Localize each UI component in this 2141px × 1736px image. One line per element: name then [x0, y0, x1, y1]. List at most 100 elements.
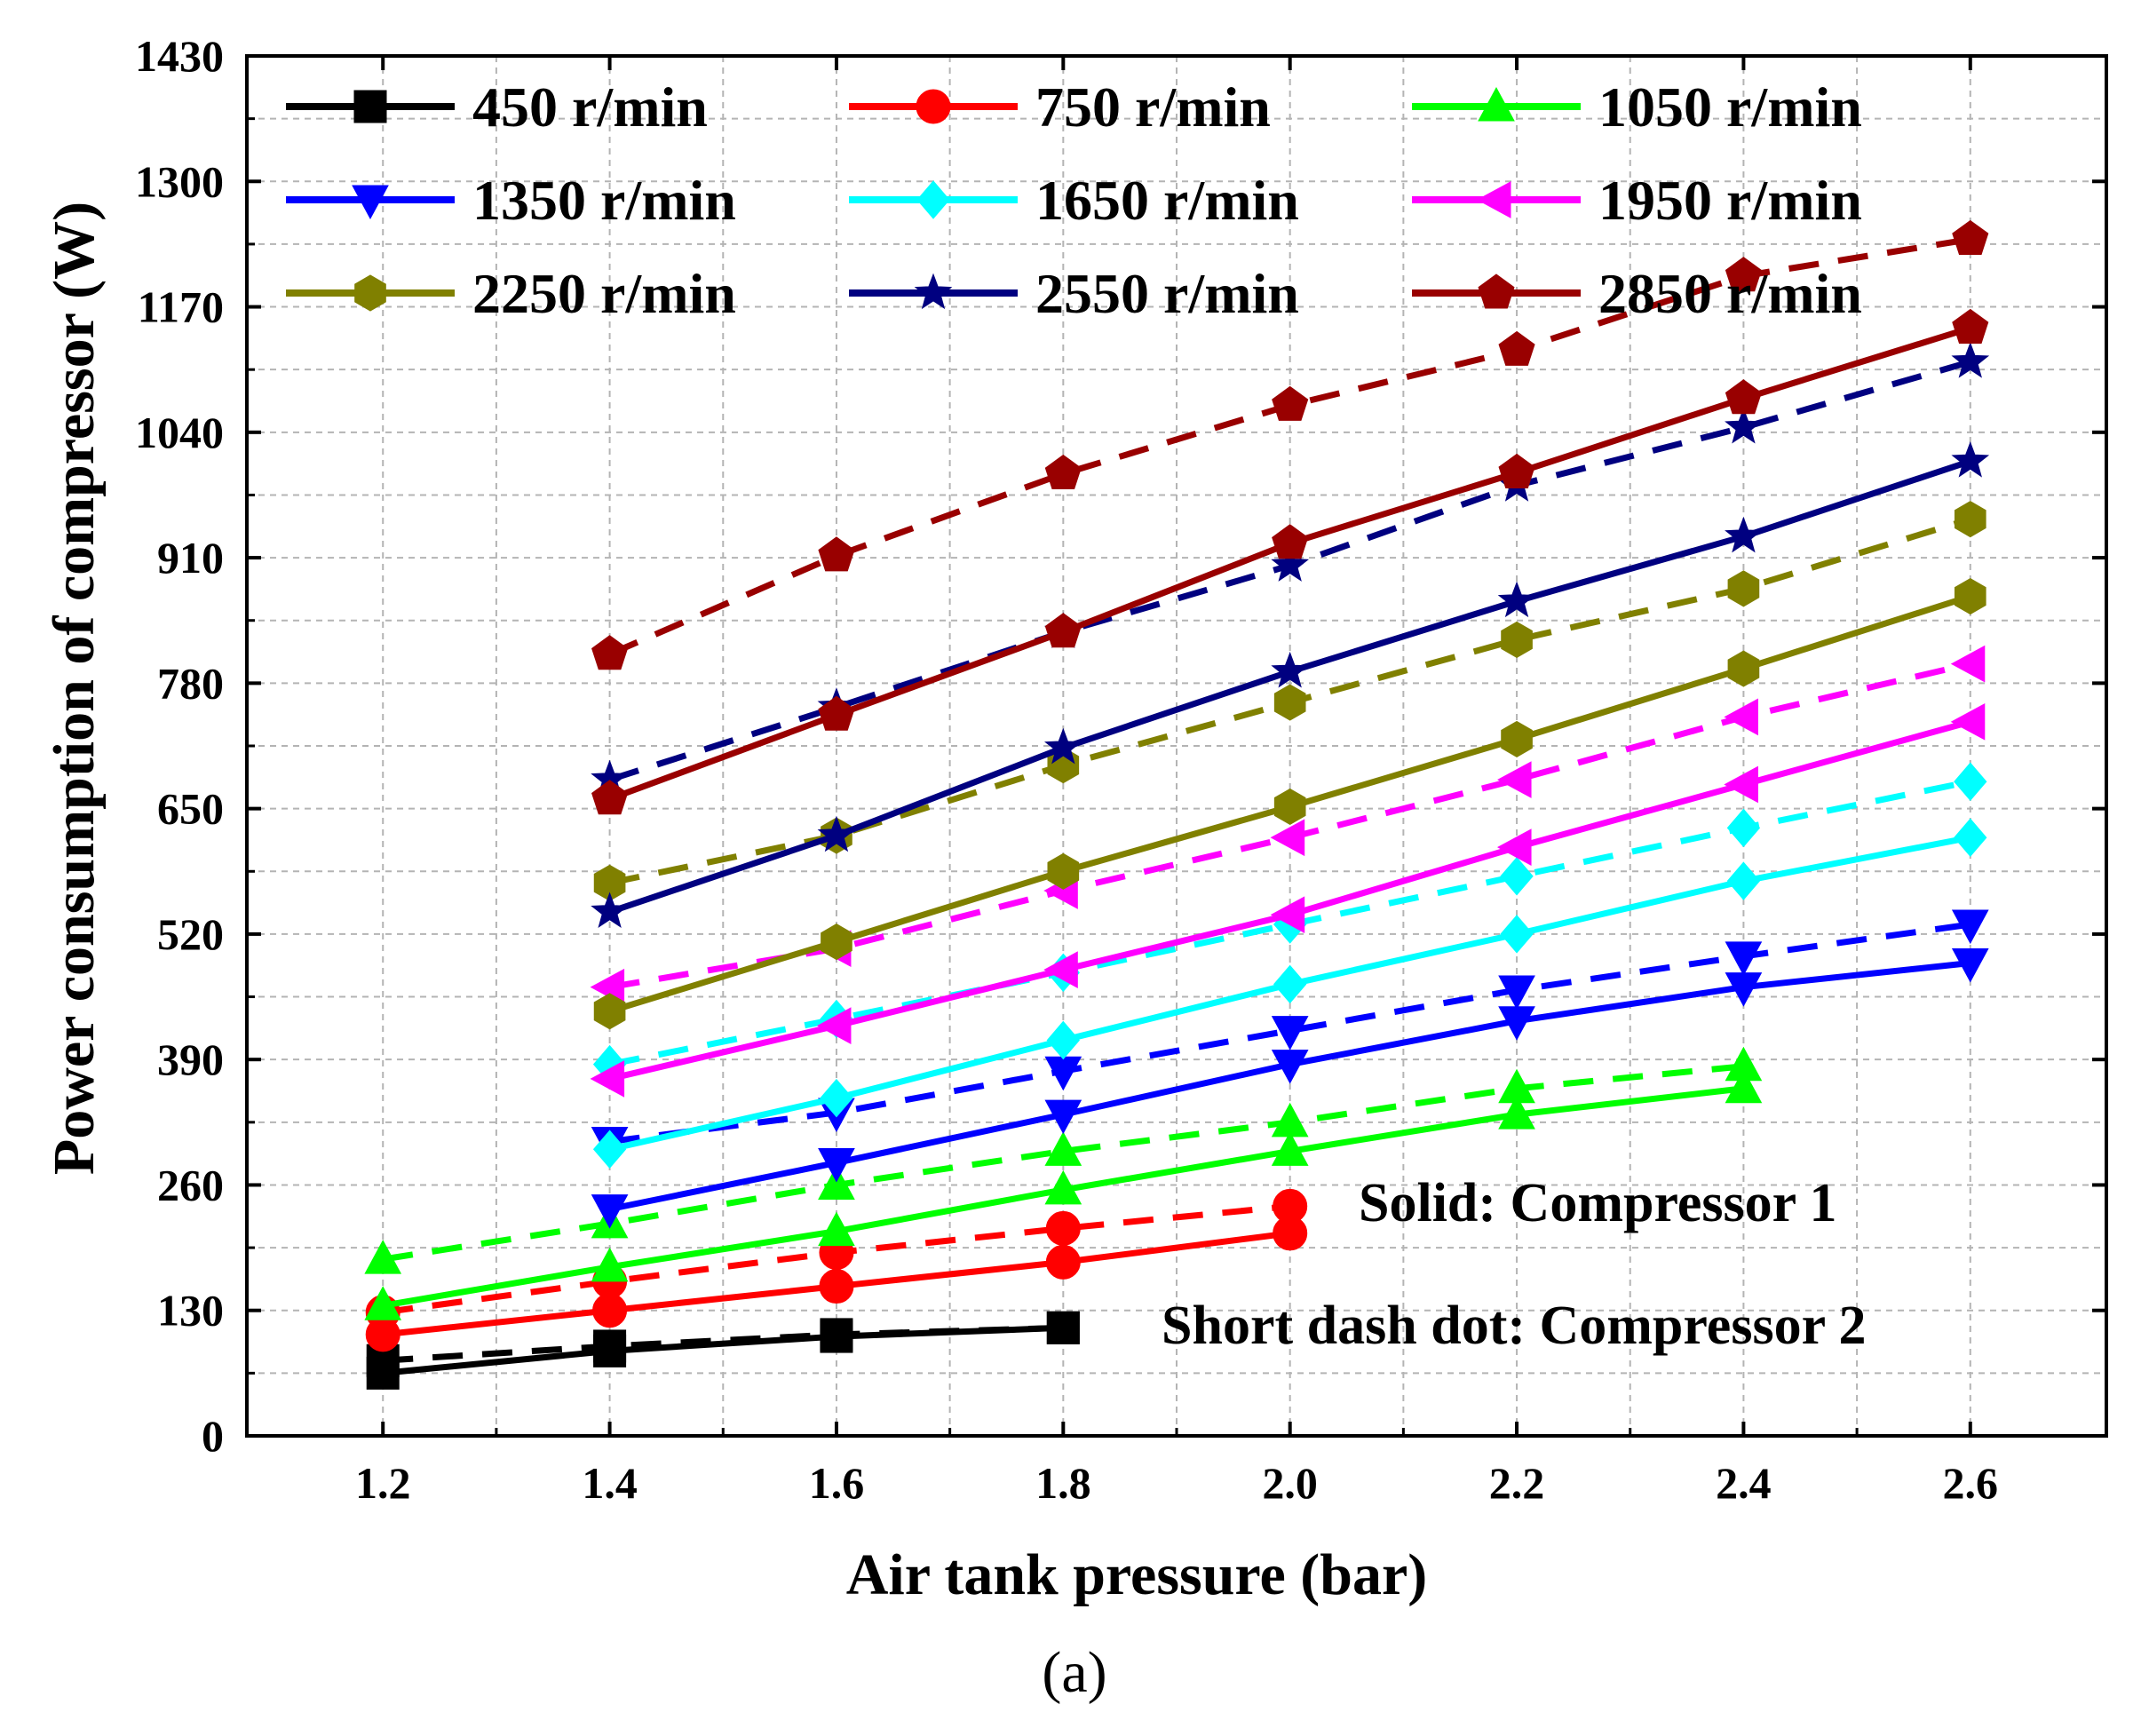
- data-point: [1725, 1068, 1763, 1104]
- data-point: [1951, 342, 1990, 378]
- data-point: [592, 1293, 628, 1328]
- data-point: [590, 1060, 625, 1098]
- series-group: [366, 1311, 1080, 1390]
- data-point: [1046, 1020, 1080, 1060]
- legend-marker: [1476, 181, 1511, 218]
- data-point: [1271, 545, 1310, 582]
- data-point: [1043, 727, 1082, 765]
- legend: 450 r/min 750 r/min 1050 r/min 1350 r/min 16…: [286, 75, 1862, 325]
- data-point: [1952, 308, 1989, 344]
- annotation-dash: Short dash dot: Compressor 2: [1162, 1296, 1866, 1356]
- series-layer: [364, 219, 1990, 1390]
- data-point: [1726, 808, 1761, 848]
- grid: [247, 56, 2106, 1436]
- data-point: [1043, 951, 1078, 988]
- data-point: [1045, 1244, 1081, 1280]
- data-point: [1273, 788, 1306, 826]
- data-point: [1270, 819, 1305, 857]
- y-tick-label: 0: [202, 1411, 224, 1461]
- data-point: [1501, 621, 1533, 659]
- legend-item: 2250 r/min: [286, 262, 736, 325]
- data-point: [1498, 1095, 1535, 1130]
- series-line-solid: [382, 1324, 1064, 1376]
- data-point: [820, 1078, 853, 1118]
- y-tick-label: 1040: [135, 408, 224, 457]
- data-point: [365, 1317, 400, 1352]
- x-tick-label: 2.6: [1943, 1458, 1999, 1508]
- legend-marker: [1478, 273, 1515, 309]
- data-point: [818, 695, 855, 731]
- data-point: [1044, 454, 1082, 490]
- data-point: [1271, 1131, 1309, 1166]
- data-point: [1273, 1216, 1308, 1251]
- data-point: [1045, 1210, 1081, 1246]
- legend-marker: [354, 274, 386, 312]
- data-point: [1498, 453, 1535, 488]
- data-point: [817, 815, 856, 852]
- legend-marker: [916, 89, 951, 124]
- data-point: [1725, 941, 1763, 976]
- data-point: [1726, 861, 1761, 900]
- data-point: [1501, 720, 1533, 757]
- x-tick-label: 1.2: [355, 1458, 411, 1508]
- data-point: [818, 1147, 855, 1183]
- legend-item: 1050 r/min: [1412, 75, 1862, 139]
- legend-label: 2550 r/min: [1035, 262, 1299, 325]
- legend-marker: [914, 273, 953, 310]
- x-tick-label: 2.4: [1716, 1458, 1772, 1508]
- data-point: [366, 1356, 400, 1390]
- data-point: [1270, 896, 1305, 934]
- data-point: [1498, 330, 1535, 366]
- legend-item: 1950 r/min: [1412, 169, 1862, 232]
- data-point: [1727, 570, 1760, 607]
- y-tick-label: 1300: [135, 156, 224, 206]
- legend-label: 1650 r/min: [1035, 169, 1299, 232]
- x-tick-label: 1.6: [809, 1458, 865, 1508]
- data-point: [1497, 581, 1536, 618]
- data-point: [1273, 964, 1307, 1004]
- data-point: [1725, 379, 1762, 415]
- data-point: [1047, 852, 1080, 890]
- data-point: [1271, 651, 1310, 688]
- data-point: [591, 635, 629, 670]
- y-tick-label: 1170: [138, 282, 224, 332]
- data-point: [1951, 948, 1989, 983]
- data-point: [1044, 613, 1082, 648]
- y-tick-label: 650: [157, 784, 224, 834]
- data-point: [1951, 909, 1989, 945]
- data-point: [1046, 1311, 1080, 1344]
- data-point: [1727, 650, 1760, 687]
- series-group: [364, 1046, 1763, 1320]
- x-tick-label: 1.4: [582, 1458, 638, 1508]
- legend-marker: [353, 90, 387, 123]
- y-tick-label: 520: [157, 909, 224, 959]
- data-point: [364, 1286, 402, 1320]
- data-point: [1044, 1131, 1082, 1166]
- data-point: [1044, 1169, 1082, 1205]
- data-point: [1498, 1006, 1535, 1041]
- legend-marker: [916, 180, 950, 219]
- y-tick-label: 390: [157, 1034, 224, 1084]
- x-tick-label: 2.0: [1262, 1458, 1318, 1508]
- data-point: [593, 1334, 627, 1367]
- data-point: [1952, 219, 1989, 255]
- legend-item: 2850 r/min: [1412, 262, 1862, 325]
- data-point: [1271, 1050, 1309, 1084]
- data-point: [820, 1320, 853, 1353]
- data-point: [818, 1211, 855, 1247]
- data-point: [1272, 524, 1309, 559]
- figure-caption: (a): [1042, 1640, 1106, 1705]
- data-point: [818, 536, 855, 572]
- data-point: [1500, 856, 1534, 896]
- y-tick-label: 1430: [135, 31, 224, 81]
- data-point: [1725, 407, 1763, 444]
- legend-label: 1050 r/min: [1598, 75, 1862, 139]
- data-point: [818, 1165, 855, 1200]
- data-point: [1954, 818, 1987, 858]
- data-point: [1954, 501, 1986, 538]
- data-point: [364, 1240, 402, 1274]
- data-point: [1273, 684, 1306, 721]
- data-point: [591, 780, 629, 815]
- series-group: [591, 219, 1989, 815]
